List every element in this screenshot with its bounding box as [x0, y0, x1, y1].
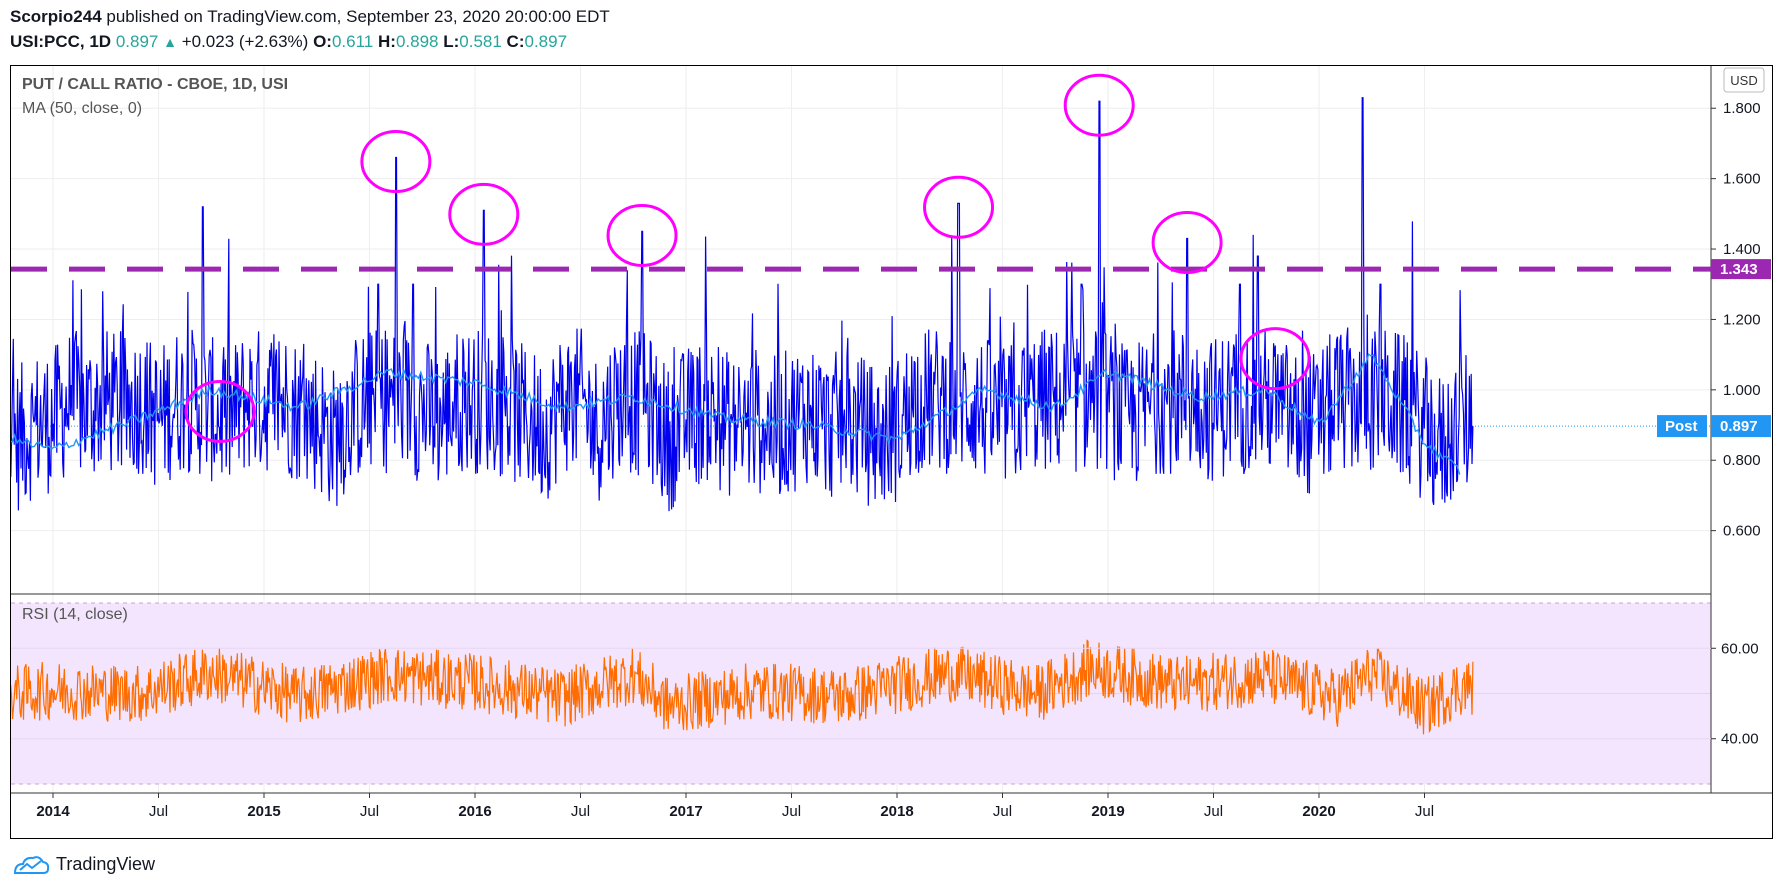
x-tick-label: Jul — [149, 803, 168, 820]
x-tick-label: Jul — [1415, 803, 1434, 820]
rsi-tick-label: 40.00 — [1721, 731, 1759, 748]
x-tick-label: Jul — [571, 803, 590, 820]
peak-circle[interactable] — [360, 130, 432, 194]
y-tick-label: 1.600 — [1723, 171, 1761, 188]
low-value: 0.581 — [459, 32, 502, 51]
close-label: C: — [506, 32, 525, 51]
x-tick-label: Jul — [993, 803, 1012, 820]
y-tick-label: 1.800 — [1723, 100, 1761, 117]
brand-name: TradingView — [56, 853, 156, 874]
high-value: 0.898 — [395, 32, 439, 51]
peak-circle[interactable] — [448, 182, 520, 246]
level-tag-text: 1.343 — [1720, 261, 1758, 278]
publish-info: published on TradingView.com, September … — [106, 7, 610, 26]
low-label: L: — [443, 32, 460, 51]
open-label: O: — [313, 32, 332, 51]
ma-legend: MA (50, close, 0) — [22, 100, 142, 117]
price-axis[interactable]: 0.600 0.800 1.000 1.200 1.400 1.600 1.800 — [1711, 100, 1761, 540]
y-tick-label: 0.600 — [1723, 523, 1761, 540]
rsi-legend: RSI (14, close) — [22, 606, 128, 623]
symbol-line: USI:PCC, 1D 0.897 ▲ +0.023 (+2.63%) O:0.… — [10, 31, 567, 53]
currency-button[interactable] — [1723, 67, 1765, 93]
y-tick-label: 0.800 — [1723, 452, 1761, 469]
post-label: Post — [1665, 418, 1698, 435]
pane-title: PUT / CALL RATIO - CBOE, 1D, USI — [22, 76, 288, 93]
x-tick-label: Jul — [782, 803, 801, 820]
peak-circle[interactable] — [606, 203, 678, 267]
time-axis[interactable]: 2014 Jul 2015 Jul 2016 Jul 2017 Jul 2018 Jul 2019 J… — [36, 793, 1434, 820]
symbol-label: USI:PCC, 1D — [10, 32, 112, 51]
close-value: 0.897 — [524, 32, 568, 51]
chart-frame[interactable]: 0.600 0.800 1.000 1.200 1.400 1.600 1.800 40.0… — [0, 65, 1773, 839]
x-tick-label: 2016 — [458, 803, 491, 820]
x-tick-label: 2019 — [1091, 803, 1124, 820]
price-tag-text: 0.897 — [1720, 418, 1758, 435]
peak-circle[interactable] — [923, 175, 995, 239]
rsi-axis[interactable]: 40.00 60.00 — [11, 640, 1759, 748]
chart-canvas[interactable]: 0.600 0.800 1.000 1.200 1.400 1.600 1.800 40.0… — [0, 66, 1772, 838]
last-price-tag: Post 0.897 — [1657, 415, 1771, 438]
last-price: 0.897 — [115, 32, 159, 51]
x-tick-label: Jul — [1204, 803, 1223, 820]
currency-label: USD — [1730, 73, 1757, 88]
tradingview-logo[interactable]: TradingView — [12, 853, 155, 875]
author-name[interactable]: Scorpio244 — [10, 7, 102, 26]
peak-circle[interactable] — [1239, 327, 1311, 391]
high-label: H: — [377, 32, 396, 51]
y-tick-label: 1.000 — [1723, 382, 1761, 399]
rsi-tick-label: 60.00 — [1721, 640, 1759, 657]
x-tick-label: 2020 — [1302, 803, 1335, 820]
up-arrow-icon: ▲ — [163, 34, 177, 50]
price-change: +0.023 (+2.63%) — [181, 32, 309, 51]
pcc-series-line — [0, 97, 1474, 512]
y-tick-label: 1.200 — [1723, 311, 1761, 328]
peak-circle[interactable] — [1063, 73, 1135, 137]
x-tick-label: 2017 — [669, 803, 702, 820]
tradingview-logo-icon — [13, 856, 50, 874]
ma-series-line — [0, 353, 1461, 475]
publish-line: Scorpio244 published on TradingView.com,… — [10, 6, 610, 28]
x-tick-label: 2014 — [36, 803, 70, 820]
peak-circles[interactable] — [184, 73, 1311, 443]
x-tick-label: 2015 — [247, 803, 280, 820]
x-tick-label: 2018 — [880, 803, 913, 820]
x-tick-label: Jul — [360, 803, 379, 820]
y-tick-label: 1.400 — [1723, 241, 1761, 258]
open-value: 0.611 — [331, 32, 374, 51]
rsi-series-line — [0, 639, 1474, 735]
peak-circle[interactable] — [1151, 210, 1223, 274]
peak-circle[interactable] — [184, 379, 256, 443]
level-price-tag: 1.343 — [1711, 259, 1771, 280]
